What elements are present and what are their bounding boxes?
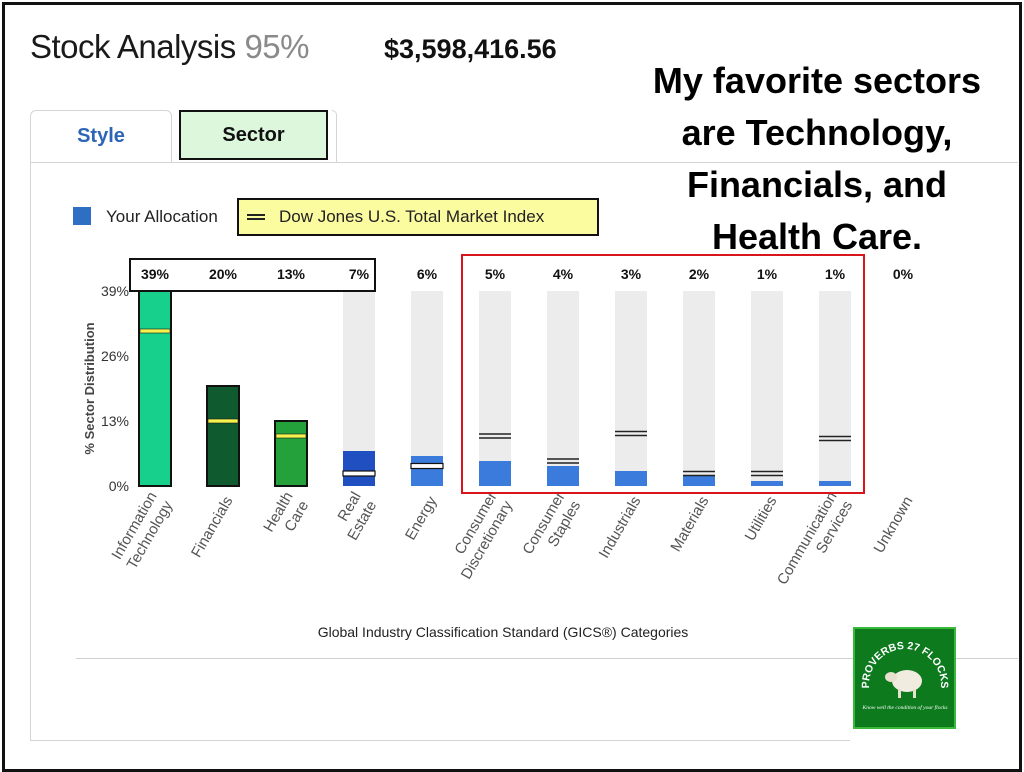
allocation-bar [206,385,240,487]
category-label: Materials [667,494,712,555]
page-title: Stock Analysis 95% [30,28,309,66]
value-label: 6% [417,266,438,282]
value-label: 1% [757,266,778,282]
top-sectors-highlight-box [129,258,376,292]
index-marker [410,462,444,470]
value-label: 39% [141,266,170,282]
category-label: Utilities [742,494,781,544]
value-label: 13% [277,266,306,282]
category-label: Energy [402,493,441,543]
value-label: 20% [209,266,238,282]
tab-sector[interactable]: Sector [179,110,328,160]
y-axis-label: % Sector Distribution [82,322,97,454]
y-tick-label: 13% [101,413,129,429]
tab-style[interactable]: Style [30,110,172,162]
allocation-bar [819,481,851,486]
allocation-bar [615,471,647,486]
category-label-line: Industrials [596,494,645,562]
category-label-line: Utilities [742,494,781,544]
title-text: Stock Analysis [30,28,236,65]
value-label: 5% [485,266,506,282]
category-label: Unknown [870,494,916,557]
allocation-bar [274,420,308,487]
category-label: ConsumerDiscretionary [442,489,516,583]
value-label: 2% [689,266,710,282]
allocation-bar [479,461,511,486]
callout-line: Financials, and [686,164,948,205]
allocation-swatch-icon [73,207,91,225]
commentary-callout: My favorite sectors are Technology, Fina… [632,55,1002,263]
bar-track [411,291,443,486]
callout-line: Health Care. [711,216,923,257]
category-label-line: Unknown [870,494,916,557]
proverbs-logo: PROVERBS 27 FLOCKS Know well the conditi… [853,627,956,729]
y-tick-label: 26% [101,348,129,364]
portfolio-total-value: $3,598,416.56 [384,34,557,64]
x-axis-label: Global Industry Classification Standard … [318,624,689,640]
analysis-score: 95% [244,28,309,65]
category-label: ConsumerStaples [519,489,584,566]
legend-index-label: Dow Jones U.S. Total Market Index [279,207,545,226]
bar-track [751,291,783,486]
category-label: CommunicationServices [774,489,856,597]
category-label-line: Energy [402,493,441,543]
bar-track [479,291,511,486]
panel-border-top [30,162,1018,163]
category-label: Financials [188,494,236,561]
bar-track [547,291,579,486]
category-label-line: Financials [188,494,236,561]
allocation-bar [751,481,783,486]
allocation-bar [138,290,172,487]
panel-border-bottom [30,740,850,741]
y-tick-label: 39% [101,283,129,299]
logo-subtext: Know well the condition of your flocks [862,704,948,711]
bar-track [819,291,851,486]
category-label-line: Materials [667,494,712,555]
bar-track [683,291,715,486]
index-marker-icon [247,214,265,220]
tab-strip-edge [332,110,337,163]
y-tick-label: 0% [109,478,129,494]
index-marker [275,433,307,439]
panel-border-left [30,162,31,740]
allocation-bar [343,451,375,486]
allocation-bar [547,466,579,486]
value-label: 7% [349,266,370,282]
value-label: 1% [825,266,846,282]
sheep-logo-icon: PROVERBS 27 FLOCKS Know well the conditi… [860,640,950,711]
category-label: RealEstate [329,489,381,543]
underweight-sectors-highlight-box [461,254,865,494]
allocation-bar [411,456,443,486]
value-label: 4% [553,266,574,282]
legend-allocation: Your Allocation [106,207,218,226]
callout-line: My favorite sectors [652,60,982,101]
bar-track [615,291,647,486]
index-marker [139,328,171,334]
panel-divider [76,658,1018,659]
allocation-bar [683,476,715,486]
index-marker [342,470,376,477]
value-label: 0% [893,266,914,282]
category-label: HealthCare [260,489,312,544]
category-label: InformationTechnology [108,489,177,573]
legend-index: Dow Jones U.S. Total Market Index [237,198,599,236]
category-label: Industrials [596,494,645,562]
value-label: 3% [621,266,642,282]
callout-line: are Technology, [681,112,953,153]
index-marker [207,418,239,424]
